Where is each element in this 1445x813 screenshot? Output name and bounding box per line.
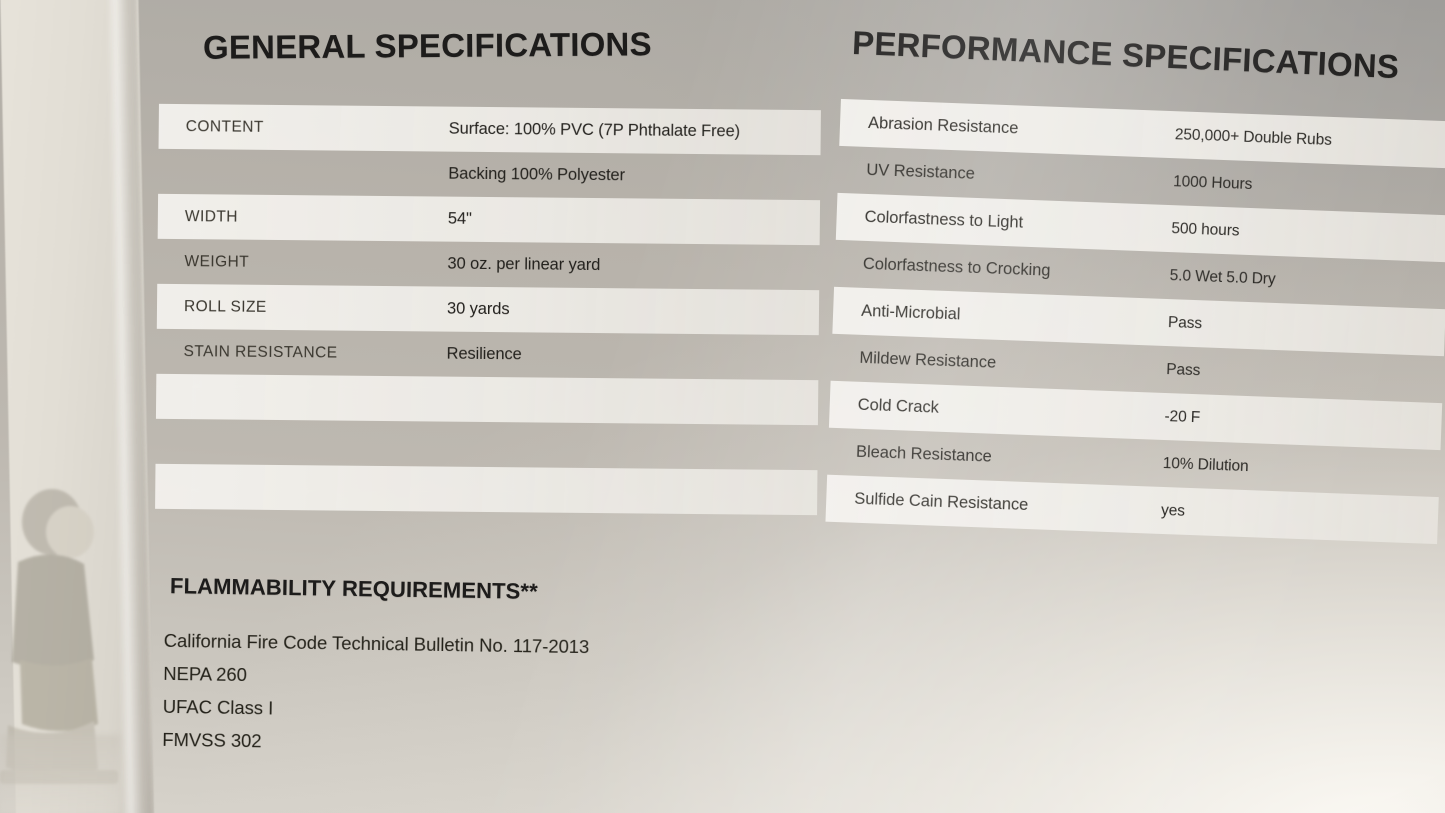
performance-row-value: Pass bbox=[1167, 313, 1203, 332]
table-row: Backing 100% Polyester bbox=[158, 149, 820, 200]
table-row bbox=[155, 463, 818, 516]
table-row: ROLL SIZE 30 yards bbox=[156, 283, 820, 336]
general-row-label: WEIGHT bbox=[184, 252, 250, 271]
performance-row-value: 1000 Hours bbox=[1172, 172, 1253, 193]
general-row-label bbox=[155, 486, 445, 489]
table-row bbox=[156, 419, 818, 470]
general-row-value: 30 yards bbox=[446, 299, 510, 319]
general-specifications-table: CONTENT Surface: 100% PVC (7P Phthalate F… bbox=[155, 103, 821, 516]
performance-row-value: -20 F bbox=[1164, 407, 1201, 426]
general-row-value: Surface: 100% PVC (7P Phthalate Free) bbox=[448, 119, 741, 141]
performance-row-value: yes bbox=[1160, 501, 1186, 520]
table-row: STAIN RESISTANCE Resilience bbox=[156, 329, 818, 380]
performance-row-value: 250,000+ Double Rubs bbox=[1174, 125, 1333, 149]
performance-row-label: Cold Crack bbox=[857, 395, 940, 417]
performance-row-label: Bleach Resistance bbox=[855, 442, 993, 466]
list-item: FMVSS 302 bbox=[162, 728, 262, 752]
general-row-value: Backing 100% Polyester bbox=[448, 164, 626, 185]
performance-row-value: 500 hours bbox=[1171, 219, 1240, 240]
general-row-label: ROLL SIZE bbox=[183, 297, 267, 316]
performance-row-value: 10% Dilution bbox=[1162, 454, 1249, 475]
performance-row-label: Anti-Microbial bbox=[860, 301, 961, 324]
ghosted-floor-showthrough bbox=[0, 735, 120, 813]
performance-row-label: UV Resistance bbox=[866, 160, 976, 183]
general-row-label: WIDTH bbox=[184, 207, 239, 226]
performance-row-label: Sulfide Cain Resistance bbox=[853, 489, 1029, 515]
table-row: WEIGHT 30 oz. per linear yard bbox=[157, 239, 819, 290]
general-row-value: 54" bbox=[447, 209, 472, 228]
general-specifications-heading: GENERAL SPECIFICATIONS bbox=[202, 25, 652, 66]
general-row-value: Resilience bbox=[446, 344, 522, 364]
general-row-label bbox=[156, 441, 446, 444]
performance-row-label: Abrasion Resistance bbox=[867, 113, 1019, 138]
general-row-label: CONTENT bbox=[185, 117, 264, 136]
table-row: WIDTH 54" bbox=[157, 193, 821, 246]
performance-specifications-table: Abrasion Resistance 250,000+ Double Rubs U… bbox=[825, 98, 1445, 545]
general-row-label bbox=[156, 396, 446, 399]
performance-row-value: Pass bbox=[1165, 360, 1201, 379]
general-row-value: 30 oz. per linear yard bbox=[447, 254, 601, 275]
performance-row-label: Colorfastness to Light bbox=[864, 207, 1024, 232]
flammability-standards-list: California Fire Code Technical Bulletin … bbox=[162, 625, 589, 763]
table-row bbox=[155, 373, 819, 426]
table-row: CONTENT Surface: 100% PVC (7P Phthalate F… bbox=[158, 103, 821, 156]
performance-row-label: Mildew Resistance bbox=[859, 348, 997, 372]
performance-row-label: Colorfastness to Crocking bbox=[862, 254, 1051, 280]
performance-row-value: 5.0 Wet 5.0 Dry bbox=[1169, 266, 1276, 288]
general-row-label: STAIN RESISTANCE bbox=[183, 342, 338, 362]
